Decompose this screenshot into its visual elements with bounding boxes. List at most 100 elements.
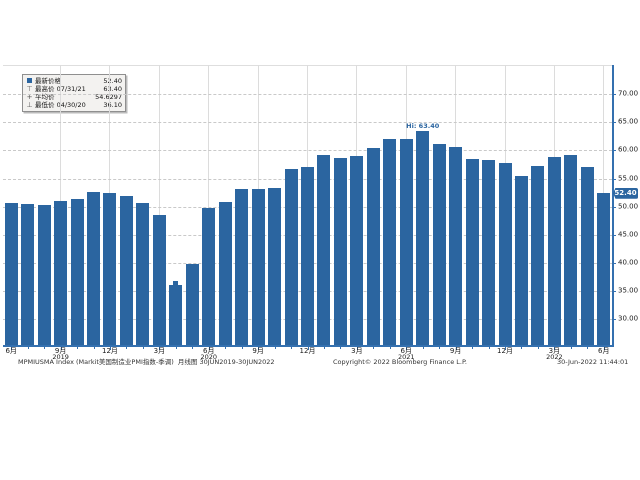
legend-row-last-price: 最新价格 52.40: [26, 77, 122, 85]
x-axis-minor-tick-2019-11: [93, 346, 95, 349]
bar-2022-06[interactable]: [597, 193, 611, 345]
y-axis-tick-60: [612, 150, 616, 152]
gridline-vertical-2020-06: [208, 65, 210, 345]
bar-2020-10[interactable]: [268, 187, 282, 345]
x-axis-minor-tick-2021-11: [488, 346, 490, 349]
x-axis-tick-2020-03: [159, 346, 161, 350]
x-axis-tick-2021-09: [455, 346, 457, 350]
bar-2021-11[interactable]: [482, 160, 496, 345]
legend-row-low: ⊥ 最低价 04/30/20 36.10: [26, 101, 122, 109]
x-axis-minor-tick-2019-07: [27, 346, 29, 349]
y-axis-minor-tick-42.5: [612, 248, 614, 250]
x-axis-minor-tick-2020-08: [241, 346, 243, 349]
x-axis-tick-2021-12: [505, 346, 506, 350]
bar-2021-06[interactable]: [399, 138, 413, 345]
x-tick-label-2019-06: 6月: [5, 347, 17, 355]
x-axis-minor-tick-2022-04: [570, 346, 572, 349]
y-axis-minor-tick-57.5: [612, 164, 614, 166]
bar-2021-01[interactable]: [317, 154, 331, 345]
x-axis-tick-2020-09: [258, 346, 260, 350]
legend-label: 最高价 07/31/21: [35, 85, 86, 93]
x-year-label-2019: 2019: [52, 353, 69, 361]
bar-2022-04[interactable]: [564, 154, 578, 345]
x-axis-minor-tick-2021-10: [472, 346, 474, 349]
y-axis-line: [612, 65, 614, 347]
y-tick-label-55: 55.00: [618, 174, 639, 183]
x-axis-tick-2021-06: [406, 346, 408, 350]
low-marker: [173, 280, 179, 285]
bar-2020-03[interactable]: [152, 215, 166, 345]
x-axis-tick-2019-09: [60, 346, 62, 350]
x-axis-tick-2019-06: [11, 346, 13, 350]
x-year-label-2021: 2021: [397, 353, 415, 361]
bar-2020-04[interactable]: [169, 284, 183, 345]
x-axis-minor-tick-2021-05: [389, 346, 391, 349]
bar-2021-08[interactable]: [432, 144, 446, 345]
x-axis-tick-2019-12: [109, 346, 111, 350]
y-axis-tick-30: [612, 319, 616, 321]
x-axis-minor-tick-2019-10: [77, 346, 79, 349]
last-price-badge: 52.40: [613, 187, 638, 199]
bar-2021-02[interactable]: [333, 158, 347, 345]
y-axis-tick-65: [612, 122, 616, 124]
bar-2021-05[interactable]: [383, 138, 397, 345]
bar-2020-02[interactable]: [136, 202, 150, 345]
x-axis-tick-2022-03: [554, 346, 556, 350]
bar-2021-09[interactable]: [449, 146, 463, 345]
x-axis-minor-tick-2020-10: [274, 346, 276, 349]
y-axis-tick-55: [612, 178, 616, 180]
x-tick-label-2019-09: 9月: [54, 347, 67, 355]
y-axis-tick-45: [612, 234, 616, 236]
x-tick-label-2019-12: 12月: [102, 347, 118, 355]
bar-2019-12[interactable]: [103, 193, 117, 345]
bar-2020-09[interactable]: [251, 188, 265, 345]
bar-2021-04[interactable]: [366, 147, 380, 345]
low-tick-icon: ⊥: [26, 100, 33, 109]
bar-2020-11[interactable]: [284, 169, 298, 345]
bar-2020-01[interactable]: [119, 196, 133, 345]
y-tick-label-30: 30.00: [618, 314, 639, 323]
x-tick-label-2021-03: 3月: [351, 347, 363, 355]
bar-2019-07[interactable]: [21, 204, 35, 345]
bar-2020-05[interactable]: [185, 264, 199, 345]
bar-2020-07[interactable]: [218, 201, 232, 345]
bar-2019-08[interactable]: [37, 205, 51, 345]
x-year-label-2020: 2020: [200, 353, 218, 361]
security-description: MPMIUSMA Index (Markit美国制造业PMI指数-季调) 月线图…: [18, 358, 275, 366]
x-axis-minor-tick-2022-02: [537, 346, 539, 349]
timestamp: 30-Jun-2022 11:44:01: [557, 358, 629, 366]
bar-2020-08[interactable]: [235, 189, 249, 345]
y-axis-minor-tick-67.5: [612, 108, 614, 110]
legend-row-high: ⊤ 最高价 07/31/21 63.40: [26, 85, 122, 93]
gridline-vertical-2020-03: [158, 65, 160, 345]
y-axis-minor-tick-62.5: [612, 136, 614, 138]
bar-2022-01[interactable]: [514, 175, 528, 345]
bar-2022-03[interactable]: [547, 157, 561, 345]
x-tick-label-2021-09: 9月: [449, 347, 462, 355]
x-axis-tick-2020-06: [208, 346, 210, 350]
x-axis-tick-2020-12: [307, 346, 309, 350]
bar-2022-05[interactable]: [580, 167, 594, 345]
bar-2020-06[interactable]: [202, 207, 216, 345]
x-axis-minor-tick-2020-01: [126, 346, 128, 349]
x-axis-minor-tick-2021-08: [439, 346, 441, 349]
bar-2019-06[interactable]: [4, 203, 18, 345]
bar-2020-12[interactable]: [301, 166, 314, 345]
bar-2022-02[interactable]: [531, 165, 545, 345]
bar-2021-07[interactable]: [416, 131, 430, 345]
x-axis-minor-tick-2021-02: [340, 346, 342, 349]
x-axis-minor-tick-2020-07: [225, 346, 227, 349]
x-axis-tick-2022-06: [603, 346, 605, 350]
bar-2019-11[interactable]: [87, 192, 101, 345]
legend-label: 最新价格: [35, 77, 61, 85]
bar-2019-10[interactable]: [70, 199, 84, 345]
x-tick-label-2021-12: 12月: [497, 347, 513, 355]
x-axis-minor-tick-2020-05: [192, 346, 194, 349]
y-axis-tick-70: [612, 94, 616, 96]
y-axis-minor-tick-37.5: [612, 276, 614, 278]
bar-2019-09[interactable]: [54, 200, 68, 345]
bar-2021-03[interactable]: [350, 155, 364, 345]
bar-2021-10[interactable]: [465, 159, 479, 345]
bar-2021-12[interactable]: [498, 163, 512, 345]
x-tick-label-2020-12: 12月: [299, 347, 316, 355]
